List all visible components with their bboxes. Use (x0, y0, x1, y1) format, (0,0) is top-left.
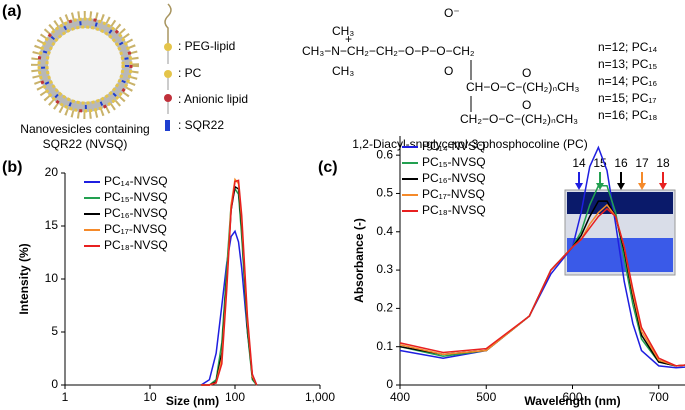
legend-label: PC₁₄-NVSQ (104, 174, 168, 188)
y-tick-label: 20 (45, 165, 59, 179)
legend-label: PC₁₄-NVSQ (422, 139, 486, 153)
structure: O (444, 64, 453, 78)
x-tick-label: 700 (649, 390, 669, 404)
series-line (399, 207, 685, 367)
pc-icon (164, 70, 172, 78)
peg-corona (31, 11, 139, 119)
chain-length: n=12; PC₁₄ (598, 40, 657, 54)
panel-label: (c) (318, 159, 338, 176)
anionic-icon (164, 94, 172, 102)
vial-label: 17 (635, 156, 649, 170)
legend-label: PC₁₇-NVSQ (422, 187, 485, 201)
structure: CH₃ (332, 64, 354, 78)
x-tick-label: 1 (62, 390, 69, 404)
legend-label: PC₁₈-NVSQ (104, 238, 168, 252)
y-tick-label: 0.4 (376, 224, 393, 238)
series-line (201, 185, 258, 386)
structure: CH₂−O−C−(CH₂)ₙCH₃ (460, 112, 578, 126)
x-tick-label: 10 (143, 390, 157, 404)
x-tick-label: 400 (390, 390, 410, 404)
head-groups (45, 25, 125, 105)
arrow-head (659, 183, 667, 190)
legend-label: PC₁₅-NVSQ (422, 155, 486, 169)
chain-length: n=13; PC₁₅ (598, 57, 657, 71)
component: : Anionic lipid (178, 92, 248, 106)
structure: O (522, 66, 531, 80)
legend-label: PC₁₆-NVSQ (104, 206, 168, 220)
structure: O⁻ (444, 6, 460, 20)
component: : SQR22 (178, 118, 224, 132)
x-tick-label: 500 (476, 390, 496, 404)
dye (41, 21, 129, 109)
caption: Nanovesicles containing (20, 122, 149, 136)
structure: + (345, 32, 352, 46)
peg-icon (164, 3, 172, 44)
caption: SQR22 (NVSQ) (43, 137, 128, 151)
x-tick-label: 100 (225, 390, 245, 404)
y-tick-label: 0 (386, 377, 393, 391)
y-tick-label: 0.6 (376, 147, 393, 161)
panel-label: (a) (2, 3, 22, 20)
y-tick-label: 15 (45, 218, 59, 232)
chain-length: n=15; PC₁₇ (598, 91, 657, 105)
y-tick-label: 10 (45, 271, 59, 285)
structure: CH−O−C−(CH₂)ₙCH₃ (466, 80, 579, 94)
legend-label: PC₁₈-NVSQ (422, 203, 486, 217)
head-icon (164, 43, 172, 51)
structure: O (522, 98, 531, 112)
x-tick-label: 1,000 (305, 390, 335, 404)
component: : PC (178, 66, 202, 80)
structure: CH₃−N−CH₂−CH₂−O−P−O−CH₂ (302, 44, 475, 58)
component: : PEG-lipid (178, 39, 235, 53)
vial-label: 18 (656, 156, 670, 170)
legend-label: PC₁₆-NVSQ (422, 171, 486, 185)
series-line (201, 179, 258, 386)
y-tick-label: 0.3 (376, 262, 393, 276)
anionic (37, 17, 133, 113)
legend-label: PC₁₇-NVSQ (104, 222, 167, 236)
series-line (201, 187, 258, 386)
y-tick-label: 0 (51, 377, 58, 391)
y-tick-label: 5 (51, 324, 58, 338)
y-tick-label: 0.5 (376, 186, 393, 200)
arrow-head (638, 183, 646, 190)
structure: CH₃ (332, 24, 354, 38)
series-line (201, 177, 258, 386)
panel-label: (b) (2, 159, 22, 176)
arrow-head (575, 183, 583, 190)
y-axis-label: Absorbance (-) (352, 218, 366, 303)
x-tick-label: 600 (562, 390, 582, 404)
vial-label: 14 (572, 156, 586, 170)
chain-length: n=14; PC₁₆ (598, 74, 657, 88)
chain-length: n=16; PC₁₈ (598, 108, 657, 122)
y-tick-label: 0.2 (376, 301, 393, 315)
arrow-head (617, 183, 625, 190)
vesicle (31, 11, 139, 119)
chain-list: n=12; PC₁₄ n=13; PC₁₅ n=14; PC₁₆ n=15; PC₁₇… (598, 40, 657, 122)
x-axis-label: Size (nm) (166, 394, 219, 408)
dye-icon (165, 120, 170, 131)
x-axis-label: Wavelength (nm) (524, 394, 620, 408)
y-axis-label: Intensity (%) (17, 243, 31, 314)
vial-label: 16 (614, 156, 628, 170)
legend-label: PC₁₅-NVSQ (104, 190, 168, 204)
y-tick-label: 0.1 (376, 339, 393, 353)
